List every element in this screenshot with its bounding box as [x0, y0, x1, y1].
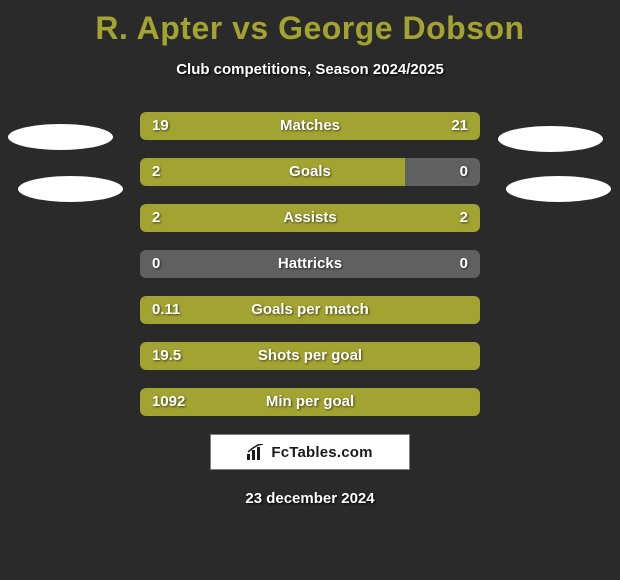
branding-logo: FcTables.com — [210, 434, 410, 470]
stat-metric-label: Goals — [140, 158, 480, 186]
stats-comparison: 19Matches212Goals02Assists20Hattricks00.… — [140, 112, 480, 416]
stat-row: 19.5Shots per goal — [140, 342, 480, 370]
stat-metric-label: Hattricks — [140, 250, 480, 278]
page-title: R. Apter vs George Dobson — [0, 0, 620, 47]
stat-row: 2Assists2 — [140, 204, 480, 232]
decorative-ellipse — [18, 176, 123, 202]
stat-row: 0.11Goals per match — [140, 296, 480, 324]
stat-metric-label: Shots per goal — [140, 342, 480, 370]
stat-value-right: 0 — [460, 250, 468, 278]
stat-value-right: 2 — [460, 204, 468, 232]
decorative-ellipse — [506, 176, 611, 202]
date-label: 23 december 2024 — [0, 490, 620, 507]
subtitle: Club competitions, Season 2024/2025 — [0, 61, 620, 78]
decorative-ellipse — [498, 126, 603, 152]
stat-value-right: 0 — [460, 158, 468, 186]
stat-value-right: 21 — [451, 112, 468, 140]
stat-row: 1092Min per goal — [140, 388, 480, 416]
decorative-ellipse — [8, 124, 113, 150]
stat-row: 19Matches21 — [140, 112, 480, 140]
stat-row: 0Hattricks0 — [140, 250, 480, 278]
stat-metric-label: Matches — [140, 112, 480, 140]
stat-row: 2Goals0 — [140, 158, 480, 186]
stat-metric-label: Assists — [140, 204, 480, 232]
stat-metric-label: Min per goal — [140, 388, 480, 416]
branding-text: FcTables.com — [271, 444, 372, 461]
stat-metric-label: Goals per match — [140, 296, 480, 324]
chart-icon — [247, 444, 265, 460]
